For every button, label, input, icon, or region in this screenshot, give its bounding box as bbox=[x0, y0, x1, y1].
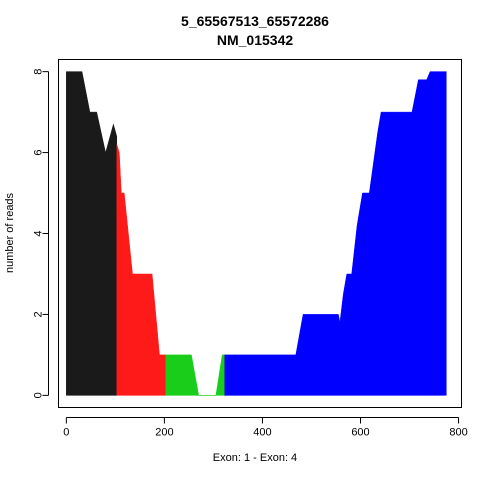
y-tick-label: 8 bbox=[32, 69, 44, 75]
x-tick-label: 0 bbox=[63, 427, 69, 439]
exon-area-3 bbox=[165, 354, 225, 396]
y-axis-label: number of reads bbox=[4, 192, 16, 273]
exon-area-4 bbox=[224, 71, 447, 396]
chart-subtitle: NM_015342 bbox=[217, 32, 293, 48]
y-tick-label: 2 bbox=[32, 311, 44, 317]
x-tick-label: 800 bbox=[449, 427, 467, 439]
x-tick-label: 200 bbox=[155, 427, 173, 439]
exon-area-2 bbox=[116, 144, 167, 396]
plot-frame bbox=[58, 59, 462, 408]
x-tick-label: 600 bbox=[351, 427, 369, 439]
x-axis: 0 200 400 600 800 bbox=[63, 417, 468, 439]
coverage-areas bbox=[66, 71, 447, 396]
y-tick-label: 0 bbox=[32, 392, 44, 398]
y-tick-label: 4 bbox=[32, 230, 44, 236]
x-tick-label: 400 bbox=[253, 427, 271, 439]
chart-title: 5_65567513_65572286 bbox=[181, 13, 329, 29]
y-axis: 0 2 4 6 8 bbox=[32, 69, 49, 398]
exon-area-1 bbox=[66, 71, 118, 396]
x-axis-label: Exon: 1 - Exon: 4 bbox=[213, 452, 297, 464]
y-tick-label: 6 bbox=[32, 150, 44, 156]
